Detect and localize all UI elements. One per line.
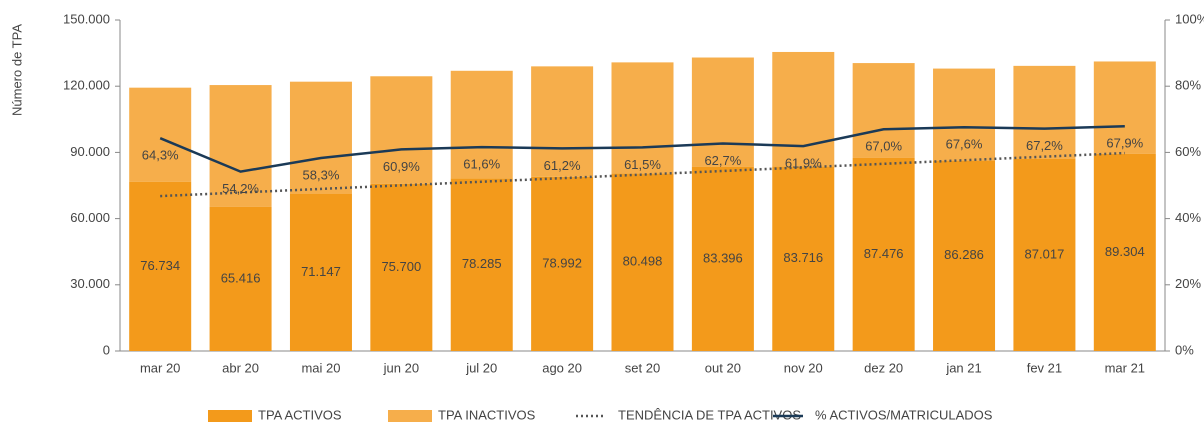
- bar-label: 87.476: [864, 246, 904, 261]
- y-tick-label: 120.000: [63, 78, 110, 93]
- y2-tick-label: 80%: [1175, 78, 1201, 93]
- trend-line: [160, 151, 1125, 198]
- bar: [611, 62, 674, 174]
- legend-label: % ACTIVOS/MATRICULADOS: [815, 407, 993, 422]
- bar: [1013, 65, 1076, 159]
- bar: [772, 166, 835, 351]
- x-tick-label: jul 20: [465, 360, 497, 375]
- line-label: 61,2%: [544, 158, 581, 173]
- x-tick-label: abr 20: [222, 360, 259, 375]
- x-tick-label: mar 21: [1105, 360, 1145, 375]
- line-label: 61,6%: [463, 157, 500, 172]
- y-tick-label: 90.000: [70, 144, 110, 159]
- line: [159, 125, 1125, 173]
- bar: [691, 57, 754, 167]
- x-tick-label: jun 20: [383, 360, 419, 375]
- line-label: 67,9%: [1106, 136, 1143, 151]
- line-label: 64,3%: [142, 148, 179, 163]
- x-tick-label: set 20: [625, 360, 660, 375]
- x-tick-label: fev 21: [1027, 360, 1062, 375]
- legend-label: TENDÊNCIA DE TPA ACTIVOS: [618, 407, 801, 422]
- bar: [933, 160, 996, 351]
- bar-label: 89.304: [1105, 244, 1145, 259]
- x-tick-label: jan 21: [945, 360, 981, 375]
- y-tick-label: 0: [103, 342, 110, 357]
- bar: [852, 157, 915, 351]
- bar: [209, 206, 272, 351]
- bar: [1093, 61, 1156, 154]
- bar: [852, 63, 915, 158]
- bar: [611, 173, 674, 351]
- bar: [370, 76, 433, 184]
- legend-label: TPA ACTIVOS: [258, 407, 342, 422]
- line-label: 61,9%: [785, 156, 822, 171]
- bar-label: 87.017: [1025, 246, 1065, 261]
- line-label: 67,2%: [1026, 138, 1063, 153]
- bar: [933, 68, 996, 161]
- bar-label: 78.285: [462, 256, 502, 271]
- bar-label: 65.416: [221, 270, 261, 285]
- bar-label: 71.147: [301, 264, 341, 279]
- y-tick-label: 60.000: [70, 210, 110, 225]
- bar: [531, 66, 594, 177]
- y2-tick-label: 0%: [1175, 342, 1194, 357]
- line-label: 60,9%: [383, 159, 420, 174]
- line-label: 58,3%: [303, 167, 340, 182]
- y2-tick-label: 100%: [1175, 11, 1204, 26]
- bar: [691, 166, 754, 351]
- bar-label: 86.286: [944, 247, 984, 262]
- x-tick-label: dez 20: [864, 360, 903, 375]
- bar: [370, 183, 433, 351]
- bar: [450, 178, 513, 351]
- bar-label: 78.992: [542, 255, 582, 270]
- bar: [129, 87, 192, 182]
- bar: [1013, 158, 1076, 351]
- bar: [289, 194, 352, 351]
- line-label: 54,2%: [222, 181, 259, 196]
- bar-label: 75.700: [381, 259, 421, 274]
- bar-label: 83.716: [783, 250, 823, 265]
- y-tick-label: 30.000: [70, 276, 110, 291]
- y-axis-label: Número de TPA: [9, 24, 24, 116]
- legend-swatch: [208, 410, 252, 422]
- line-label: 67,0%: [865, 139, 902, 154]
- bar-label: 76.734: [140, 258, 180, 273]
- bar: [531, 176, 594, 351]
- y2-tick-label: 20%: [1175, 276, 1201, 291]
- legend-swatch: [388, 410, 432, 422]
- bar: [129, 181, 192, 351]
- x-tick-label: nov 20: [784, 360, 823, 375]
- y2-tick-label: 60%: [1175, 144, 1201, 159]
- x-tick-label: out 20: [705, 360, 741, 375]
- x-tick-label: mai 20: [301, 360, 340, 375]
- bar-label: 80.498: [623, 254, 663, 269]
- y-tick-label: 150.000: [63, 11, 110, 26]
- bar-label: 83.396: [703, 250, 743, 265]
- bar: [450, 70, 513, 179]
- line-label: 61,5%: [624, 157, 661, 172]
- line-label: 67,6%: [946, 137, 983, 152]
- bar: [289, 81, 352, 195]
- line-label: 62,7%: [704, 153, 741, 168]
- x-tick-label: mar 20: [140, 360, 180, 375]
- bar: [772, 51, 835, 167]
- y2-tick-label: 40%: [1175, 210, 1201, 225]
- bar: [1093, 153, 1156, 351]
- x-tick-label: ago 20: [542, 360, 582, 375]
- bar: [209, 85, 272, 207]
- legend-label: TPA INACTIVOS: [438, 407, 536, 422]
